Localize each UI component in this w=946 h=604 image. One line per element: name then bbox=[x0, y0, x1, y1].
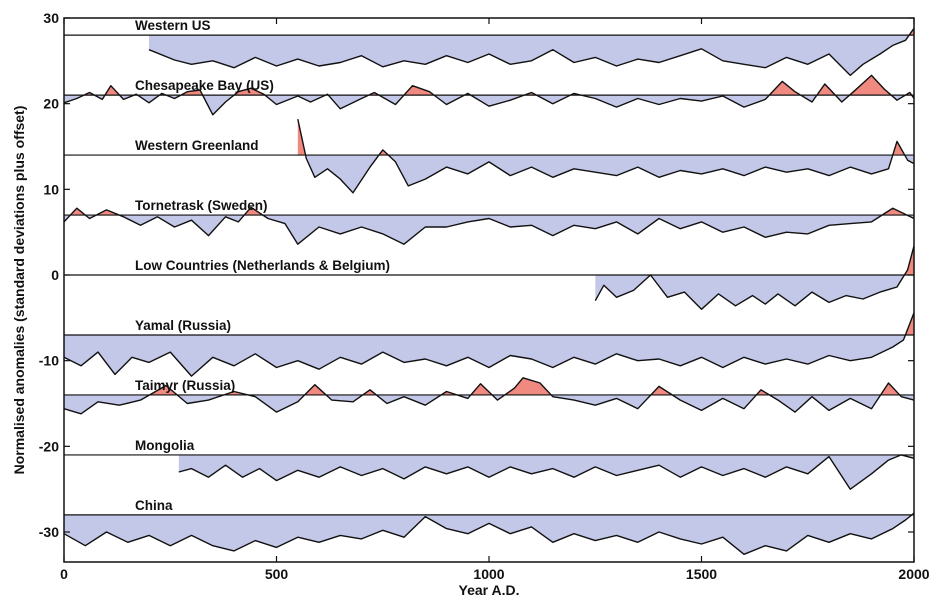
series-western-greenland: Western Greenland bbox=[64, 118, 915, 194]
series-line bbox=[63, 74, 915, 116]
series-line bbox=[594, 245, 915, 310]
x-tick-label: 0 bbox=[60, 566, 68, 582]
series-fill-below bbox=[64, 514, 914, 555]
series-fill-below bbox=[64, 334, 914, 377]
series-fill-below bbox=[178, 454, 914, 490]
series-label: China bbox=[135, 498, 173, 513]
series-fill-below bbox=[595, 275, 905, 310]
axis-layer: 0 500 1000 1500 2000 30 20 10 0 -10 -20 -30 bbox=[39, 10, 930, 582]
series-fill-below bbox=[64, 95, 914, 115]
series-fill-below bbox=[64, 215, 914, 245]
x-tick-label: 2000 bbox=[898, 566, 929, 582]
series-chesapeake-bay-us: Chesapeake Bay (US) bbox=[63, 74, 915, 116]
series-yamal-russia: Yamal (Russia) bbox=[63, 312, 915, 377]
y-tick-label: 30 bbox=[43, 10, 59, 26]
series-china: China bbox=[63, 498, 915, 555]
series-label: Western US bbox=[135, 18, 211, 33]
y-tick-label: 10 bbox=[43, 181, 59, 197]
series-label: Chesapeake Bay (US) bbox=[135, 78, 274, 93]
series-line bbox=[178, 454, 915, 490]
series-label: Yamal (Russia) bbox=[135, 318, 231, 333]
series-label: Western Greenland bbox=[135, 138, 259, 153]
series-line bbox=[148, 27, 915, 77]
x-tick-label: 1000 bbox=[473, 566, 504, 582]
series-taimyr-russia: Taimyr (Russia) bbox=[63, 377, 915, 415]
series-low-countries-netherlands-belgium: Low Countries (Netherlands & Belgium) bbox=[64, 245, 915, 310]
series-line bbox=[63, 206, 915, 245]
series-line bbox=[63, 312, 915, 377]
series-label: Mongolia bbox=[135, 438, 195, 453]
x-axis-title: Year A.D. bbox=[459, 582, 520, 598]
y-tick-label: -10 bbox=[39, 353, 59, 369]
series-label: Tornetrask (Sweden) bbox=[135, 198, 268, 213]
x-tick-label: 500 bbox=[265, 566, 289, 582]
series-western-us: Western US bbox=[64, 18, 915, 77]
series-line bbox=[63, 512, 915, 555]
series-mongolia: Mongolia bbox=[64, 438, 915, 490]
y-tick-label: -30 bbox=[39, 524, 59, 540]
x-tick-label: 1500 bbox=[686, 566, 717, 582]
series-label: Taimyr (Russia) bbox=[135, 378, 235, 393]
series-fill-below bbox=[64, 394, 914, 414]
series-label: Low Countries (Netherlands & Belgium) bbox=[135, 258, 390, 273]
series-line bbox=[297, 118, 915, 194]
y-tick-label: -20 bbox=[39, 438, 59, 454]
series-fill-below bbox=[297, 155, 914, 193]
series-tornetrask-sweden: Tornetrask (Sweden) bbox=[63, 198, 915, 245]
y-tick-label: 0 bbox=[51, 267, 59, 283]
series-fill-above bbox=[64, 75, 914, 96]
y-axis-title: Normalised anomalies (standard deviation… bbox=[11, 106, 27, 475]
series-line bbox=[63, 377, 915, 415]
series-fill-below bbox=[149, 35, 910, 76]
y-tick-label: 20 bbox=[43, 96, 59, 112]
series-layer: Western US Chesapeake Bay (US) Western Gre… bbox=[63, 18, 915, 555]
